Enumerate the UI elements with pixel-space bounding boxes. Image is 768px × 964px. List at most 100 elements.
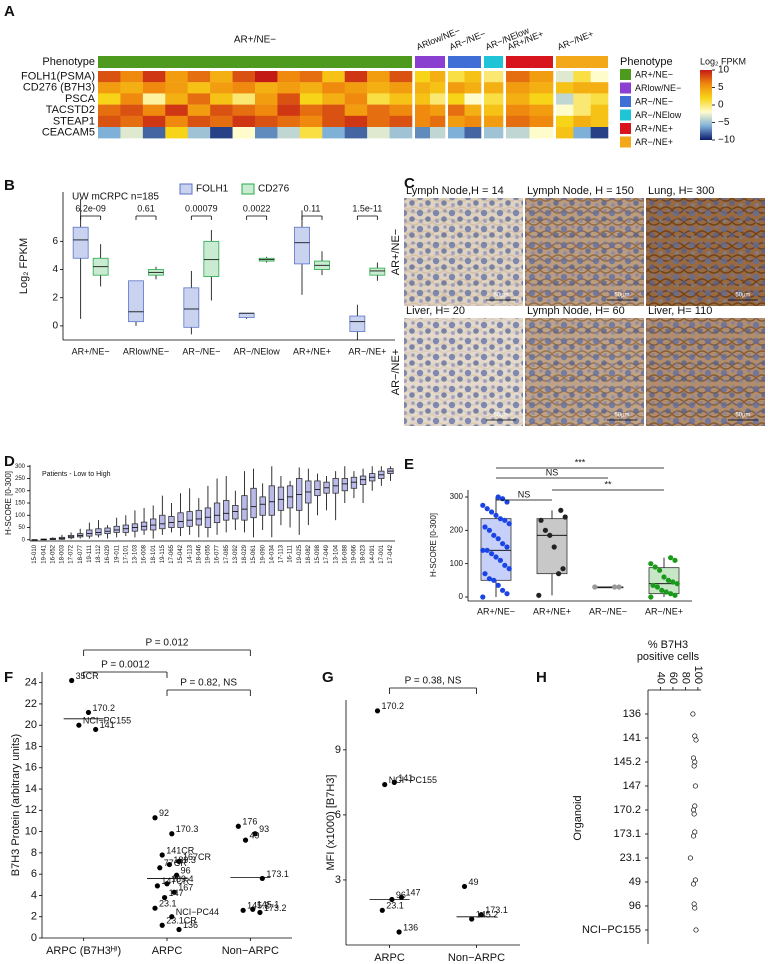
significance-label: NS [518, 489, 531, 499]
x-tick-label: 15-010 [32, 544, 38, 563]
point-label: 136 [183, 920, 198, 930]
heat-cell [506, 93, 530, 105]
data-point [670, 579, 676, 585]
data-point [480, 594, 486, 600]
point-label: NCI−PC44 [176, 907, 219, 917]
y-axis-label: H-SCORE [0-300] [429, 513, 438, 577]
x-tick-label: 18-029 [242, 544, 248, 563]
heat-cell [573, 93, 591, 105]
data-point [166, 861, 172, 868]
data-point [486, 527, 492, 533]
data-point [159, 852, 165, 858]
row-label: TACSTD2 [46, 104, 95, 116]
heat-cell [484, 127, 504, 139]
heat-cell [590, 82, 609, 94]
x-tick-label: AR+/NE+ [533, 606, 571, 616]
box [183, 287, 200, 328]
x-tick-label: 14-091 [370, 544, 376, 563]
heat-cell [506, 71, 530, 83]
data-point [691, 811, 697, 817]
heat-cell [187, 82, 211, 94]
box [369, 267, 386, 276]
heat-cell [187, 93, 211, 105]
heat-cell [367, 82, 390, 94]
point-label: 170.3 [176, 824, 199, 834]
box [250, 487, 257, 519]
x-tick-label: 16-111 [288, 544, 294, 562]
image-title: Lymph Node, H = 150 [527, 185, 634, 197]
x-tick-label: 16-088 [342, 544, 348, 563]
group-bar [556, 56, 608, 68]
data-point [398, 894, 405, 900]
group-bar [98, 56, 412, 68]
y-tick-label: 14 [25, 783, 37, 795]
box [203, 240, 220, 277]
data-point [480, 502, 486, 508]
data-point [478, 912, 484, 918]
ihc-nuclei [525, 318, 644, 426]
y-axis-label: H-SCORE [0-300] [4, 471, 13, 535]
data-point [379, 907, 385, 913]
heat-cell [529, 115, 554, 128]
legend-label: AR−/NE+ [635, 137, 673, 147]
heat-cell [322, 115, 346, 128]
heat-cell [322, 127, 346, 139]
box [294, 226, 310, 265]
x-tick-label: 18-101 [151, 544, 157, 563]
heat-cell [322, 71, 346, 83]
data-point [240, 907, 246, 913]
ihc-nuclei [404, 198, 523, 306]
heat-cell [277, 115, 301, 128]
panel-label: A [4, 3, 15, 20]
box [128, 280, 144, 323]
heat-cell [573, 71, 591, 83]
heat-cell [344, 82, 368, 94]
box [350, 476, 358, 489]
panel-label: F [4, 669, 13, 686]
x-tick-label: 14-113 [187, 544, 193, 563]
heat-cell [277, 93, 301, 105]
point-label: 49 [250, 830, 260, 840]
heat-cell [556, 115, 574, 128]
y-tick-label: 50 [18, 525, 25, 531]
x-tick-label: 15-042 [178, 544, 184, 563]
scale-bar-label: 50µm [493, 413, 508, 419]
heat-cell [232, 71, 256, 83]
box [213, 502, 221, 524]
data-point [648, 594, 654, 600]
box [238, 312, 255, 318]
point-label: 141CR [166, 845, 195, 855]
data-point [491, 532, 497, 538]
data-point [484, 547, 490, 553]
x-tick-label: ARPC (B7H3ᴴⁱ) [46, 945, 121, 957]
heat-cell [299, 93, 323, 105]
box [359, 475, 367, 486]
box [232, 505, 239, 520]
colorbar-tick-label: 5 [718, 82, 724, 93]
x-tick-label: AR−/NE− [182, 346, 220, 356]
data-point [504, 499, 510, 505]
x-tick-label: 17-042 [388, 544, 394, 563]
heat-cell [415, 93, 431, 105]
data-point [495, 536, 501, 542]
image-title: Lymph Node, H= 60 [527, 305, 625, 317]
row-label: CEACAM5 [42, 127, 95, 139]
legend-swatch [620, 96, 631, 107]
data-point [489, 551, 495, 557]
data-point [374, 708, 381, 714]
data-point [495, 582, 501, 588]
point-label: 141 [398, 773, 413, 783]
point-label: 96 [396, 890, 406, 900]
heat-cell [344, 127, 368, 139]
p-value: 1.5e-11 [352, 203, 382, 213]
x-tick-label: 19-115 [160, 544, 166, 563]
panel-label: E [404, 456, 414, 473]
y-tick-label: 200 [15, 488, 26, 494]
heat-cell [556, 82, 574, 94]
point-label: 147CR [161, 876, 190, 886]
point-label: 147 [406, 888, 421, 898]
heat-cell [556, 71, 574, 83]
heat-cell [165, 104, 189, 116]
x-tick-label: 19-041 [41, 544, 47, 563]
data-point [486, 576, 492, 582]
